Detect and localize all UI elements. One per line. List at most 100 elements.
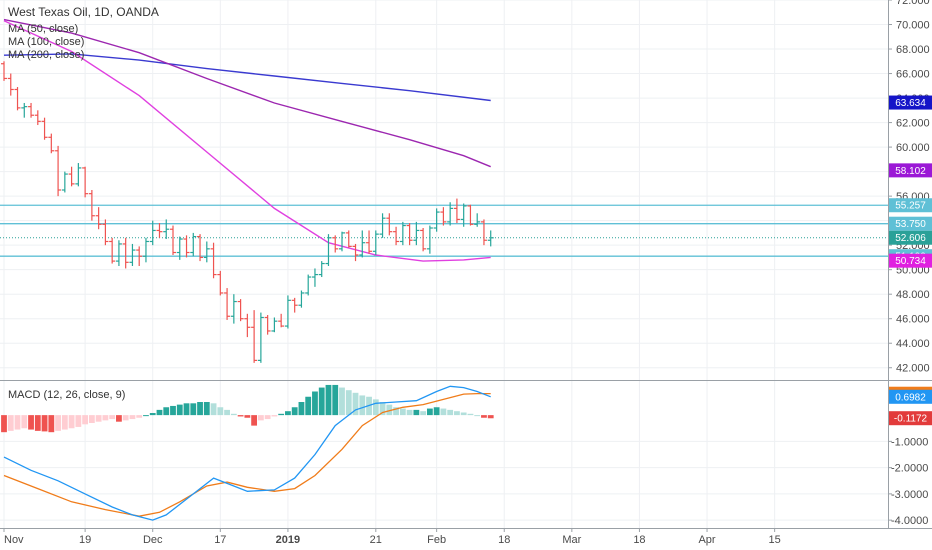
ohlc-bar (352, 243, 359, 262)
x-tick-label: Dec (143, 534, 163, 546)
histogram-bar (102, 415, 109, 421)
ohlc-bar (345, 230, 352, 248)
ohlc-bar (115, 240, 122, 266)
histogram-bar (352, 392, 359, 416)
histogram-bar (190, 403, 197, 416)
ohlc-bar (68, 166, 75, 187)
histogram-bar (1, 415, 7, 433)
histogram-bar (257, 415, 264, 421)
ohlc-bar (237, 299, 244, 322)
histogram-bar (440, 408, 447, 416)
histogram-bar (359, 395, 366, 416)
y-tick-label: 48.000 (896, 289, 930, 301)
ohlc-bar (406, 223, 413, 246)
histogram-bar (7, 415, 14, 431)
macd-tag-bg (889, 389, 932, 404)
histogram-bar (413, 409, 420, 416)
histogram-bar (217, 407, 224, 416)
ohlc-bar (480, 219, 487, 246)
macd-line (3, 385, 491, 521)
ohlc-bar (359, 230, 366, 258)
ohlc-bar (149, 220, 156, 246)
ohlc-bar (318, 261, 325, 278)
ohlc-bar (372, 230, 379, 255)
macd-tag: 0.6982 (889, 389, 932, 404)
ohlc-bar (284, 295, 291, 329)
ohlc-bar (28, 102, 35, 118)
ohlc-bar (88, 190, 95, 221)
ohlc-bar (1, 61, 7, 81)
histogram-bar (474, 415, 481, 417)
legend: West Texas Oil, 1D, OANDA MA (50, close)… (8, 5, 159, 401)
histogram-bar (426, 408, 433, 416)
histogram-bar (278, 413, 285, 416)
histogram-bar (487, 415, 494, 419)
ohlc-bar (142, 237, 149, 263)
histogram-bar (176, 404, 183, 416)
ohlc-bar (21, 102, 28, 118)
histogram-bar (372, 399, 379, 416)
x-tick-label: 19 (79, 534, 91, 546)
price-tag-text: 52.606 (895, 233, 926, 244)
ohlc-bar (271, 317, 278, 333)
histogram-bar (14, 415, 21, 430)
y-tick-label: 62.000 (896, 118, 930, 130)
x-tick-label: Nov (4, 534, 24, 546)
ohlc-bar (170, 225, 176, 255)
ohlc-bar (230, 294, 237, 324)
histogram-bar (393, 407, 399, 416)
histogram-bar (88, 415, 95, 423)
y-tick-label: 44.000 (896, 338, 930, 350)
price-tag-bg (889, 198, 932, 213)
histogram-bar (312, 391, 318, 416)
histogram-bar (339, 387, 345, 416)
histogram-bar (95, 415, 102, 422)
signal-line (3, 392, 491, 517)
ohlc-bar (129, 243, 136, 266)
histogram-bar (210, 403, 217, 416)
histogram-bar (460, 412, 467, 416)
ohlc-bar (217, 270, 224, 296)
ohlc-bar (197, 234, 204, 262)
ohlc-bar (366, 230, 373, 254)
macd-pane (0, 380, 932, 521)
histogram-bar (406, 409, 413, 416)
ohlc-bar (7, 73, 14, 96)
histogram-bar (48, 415, 55, 433)
ohlc-bar (55, 145, 62, 197)
ohlc-bar (257, 312, 264, 363)
price-tag-text: 53.750 (895, 219, 926, 230)
ohlc-bar (393, 226, 400, 246)
price-tag-bg (889, 230, 932, 245)
ohlc-bar (440, 207, 447, 226)
ohlc-bar (460, 203, 467, 227)
price-tag-bg (889, 95, 932, 110)
ohlc-bar (203, 241, 210, 263)
x-tick-label: 15 (769, 534, 781, 546)
ohlc-bar (305, 274, 312, 296)
ohlc-bar (224, 288, 231, 320)
macd-y-tick-label: -1.0000 (891, 436, 928, 448)
ohlc-bar (244, 313, 251, 338)
ohlc-bar (386, 213, 393, 236)
ohlc-bar (399, 221, 406, 246)
histogram-bar (143, 415, 149, 417)
histogram-bar (345, 390, 352, 416)
y-tick-label: 66.000 (896, 69, 930, 81)
price-tag-bg (889, 163, 932, 178)
moving-averages (3, 18, 491, 262)
price-tag: 55.257 (889, 198, 932, 213)
ohlc-bar (332, 235, 339, 253)
x-tick-label: 21 (370, 534, 382, 546)
ohlc-bar (264, 315, 271, 335)
price-tag: 50.734 (889, 253, 932, 268)
y-tick-label: 46.000 (896, 314, 930, 326)
y-tick-label: 72.000 (896, 0, 930, 7)
histogram-bar (203, 402, 210, 416)
histogram-bar (386, 404, 393, 416)
ohlc-bar (210, 242, 217, 279)
histogram-bar (271, 415, 278, 417)
histogram-bar (116, 415, 122, 422)
x-tick-label: Mar (562, 534, 581, 546)
